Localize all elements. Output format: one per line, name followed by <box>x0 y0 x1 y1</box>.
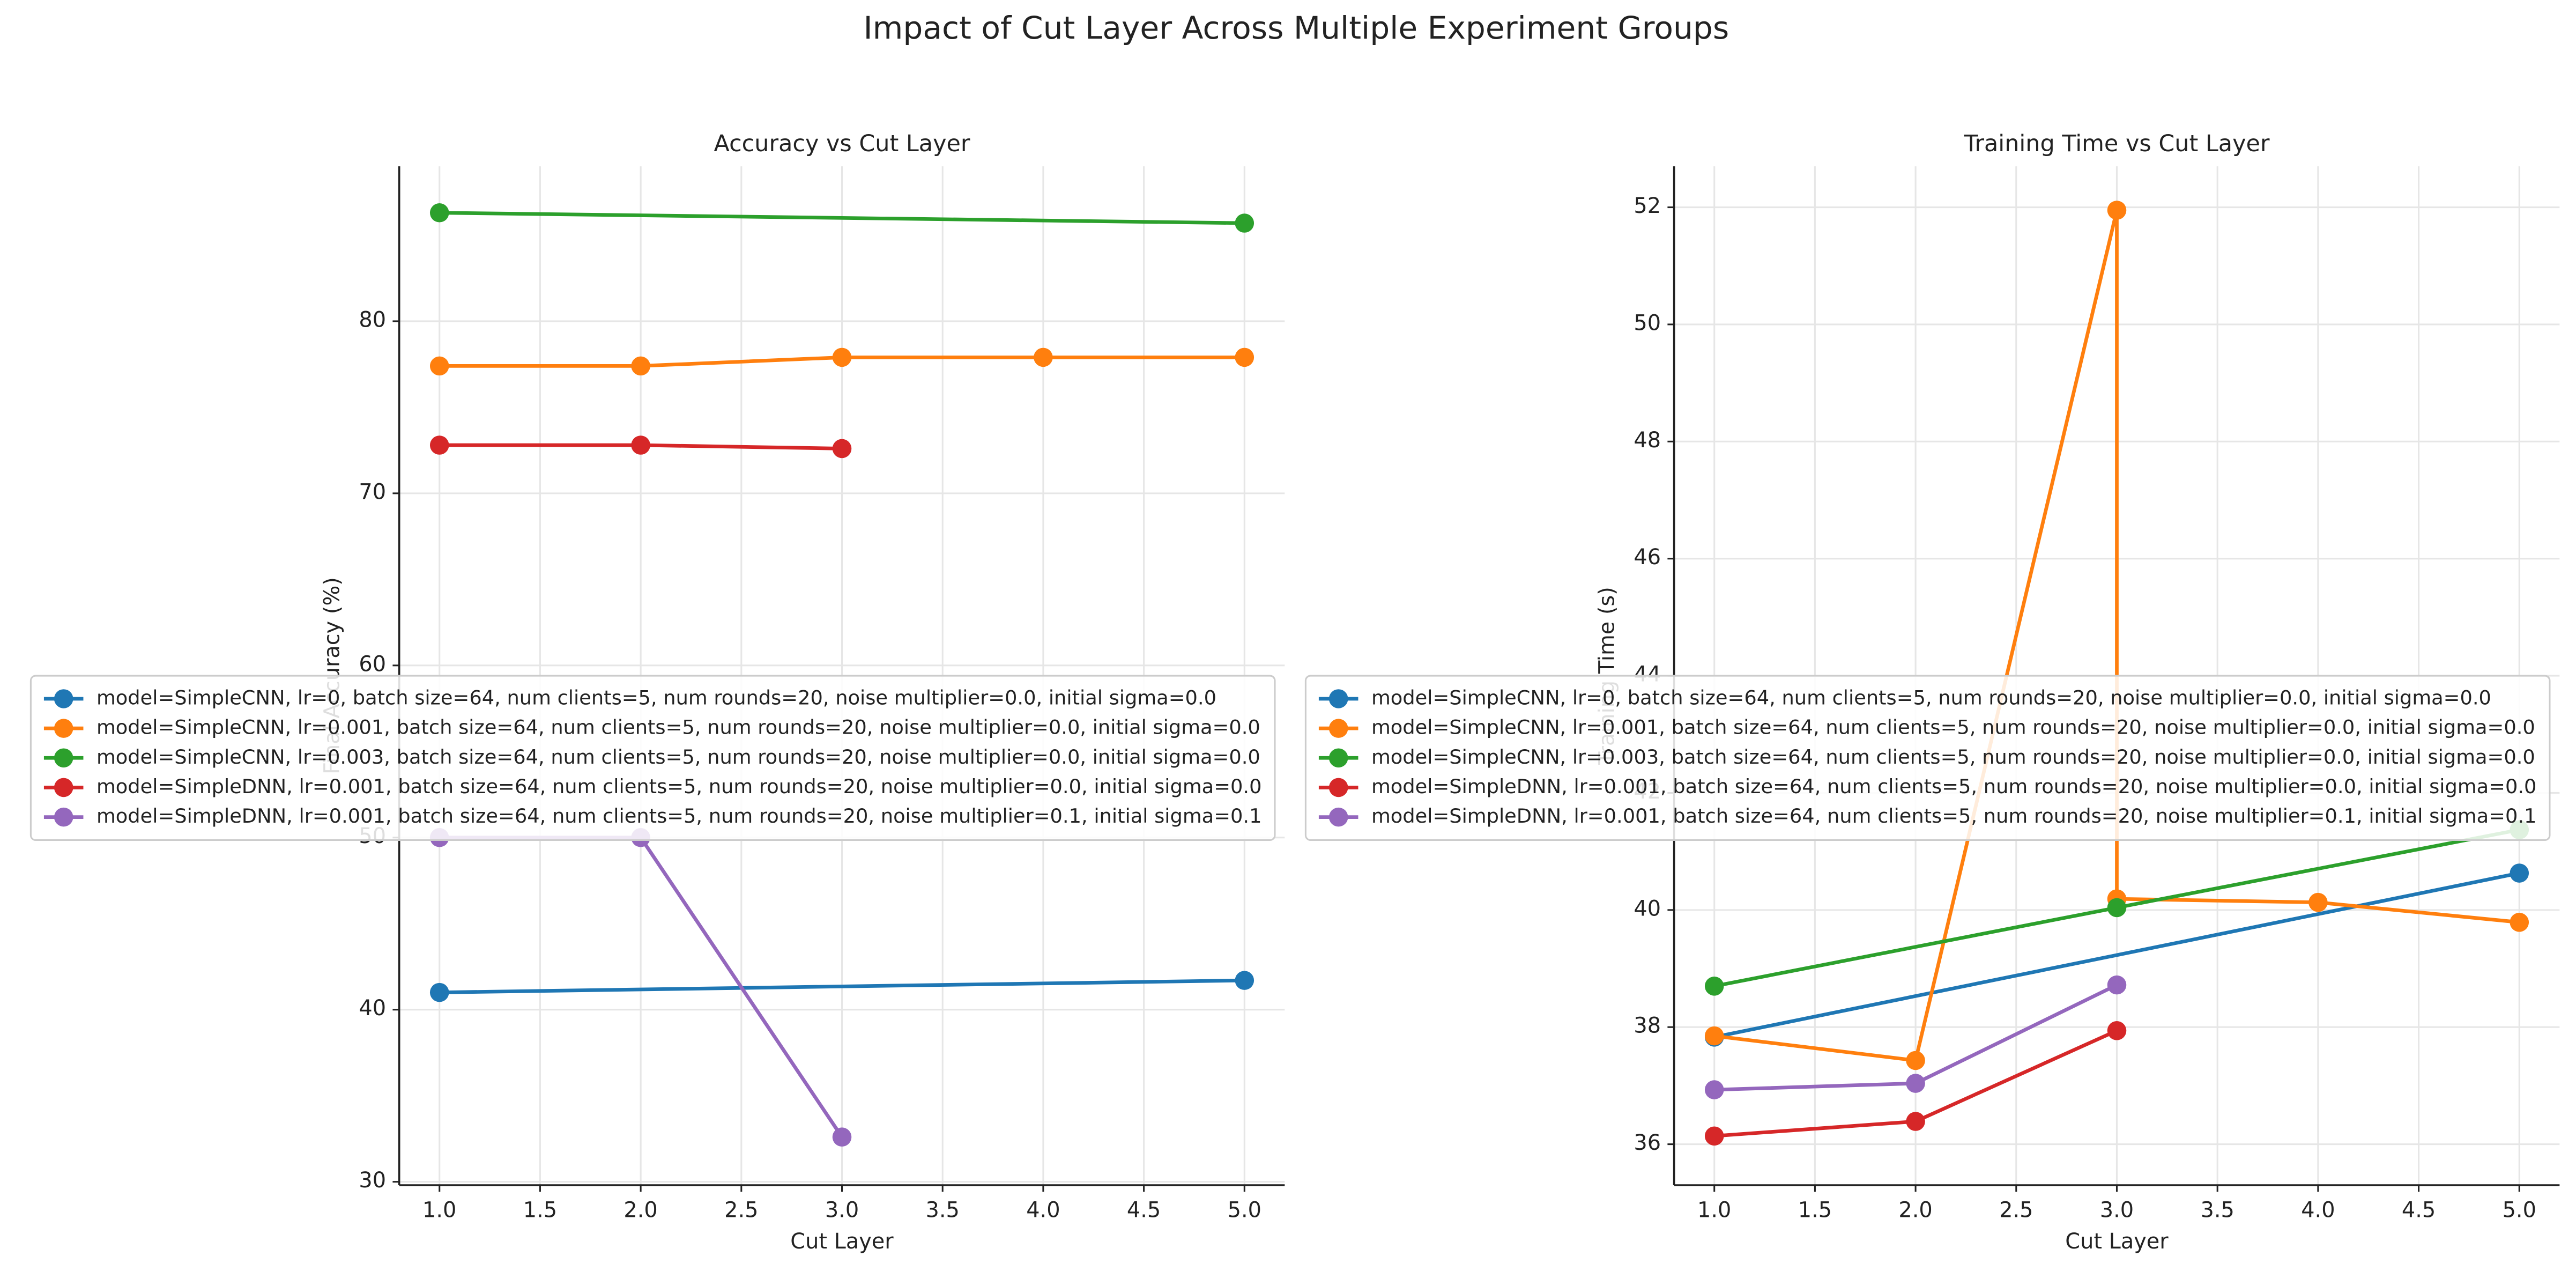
point <box>429 435 449 455</box>
point <box>1906 1051 1925 1070</box>
point <box>1906 1074 1925 1093</box>
x-tick-label: 3.5 <box>926 1198 960 1223</box>
y-tick-label: 60 <box>359 652 386 676</box>
point <box>2107 898 2127 918</box>
legend-label: model=SimpleCNN, lr=0, batch size=64, nu… <box>96 686 1216 709</box>
x-tick-label: 4.0 <box>2301 1198 2335 1223</box>
legend-marker <box>1328 778 1348 797</box>
point <box>2510 863 2529 883</box>
point <box>631 356 650 376</box>
y-tick-label: 46 <box>1634 545 1661 570</box>
point <box>1235 348 1254 367</box>
point <box>1235 971 1254 990</box>
x-tick-label: 1.5 <box>1798 1198 1832 1223</box>
point <box>1704 977 1724 996</box>
point <box>1704 1026 1724 1046</box>
x-axis-label: Cut Layer <box>2065 1229 2169 1254</box>
x-tick-label: 3.5 <box>2201 1198 2234 1223</box>
legend-marker <box>1328 689 1348 708</box>
figure-title: Impact of Cut Layer Across Multiple Expe… <box>863 10 1729 46</box>
y-tick-label: 38 <box>1634 1014 1661 1038</box>
point <box>2308 892 2328 912</box>
point <box>1704 1080 1724 1099</box>
y-tick-label: 36 <box>1634 1130 1661 1155</box>
x-tick-label: 4.0 <box>1026 1198 1060 1223</box>
y-tick-label: 50 <box>1634 311 1661 335</box>
point <box>2107 975 2127 995</box>
x-tick-label: 2.5 <box>724 1198 758 1223</box>
point <box>429 982 449 1002</box>
subplot-title: Training Time vs Cut Layer <box>1963 130 2269 157</box>
x-tick-label: 3.0 <box>2100 1198 2134 1223</box>
legend-marker <box>1328 719 1348 738</box>
x-tick-label: 2.0 <box>1898 1198 1932 1223</box>
point <box>1906 1112 1925 1131</box>
legend-label: model=SimpleCNN, lr=0.001, batch size=64… <box>1371 716 2535 739</box>
legend-marker <box>54 778 73 797</box>
point <box>429 203 449 223</box>
point <box>832 1127 852 1147</box>
legend-marker <box>54 719 73 738</box>
y-tick-label: 52 <box>1634 194 1661 218</box>
x-tick-label: 2.5 <box>1999 1198 2033 1223</box>
legend-label: model=SimpleDNN, lr=0.001, batch size=64… <box>96 804 1261 827</box>
point <box>2107 201 2127 220</box>
x-tick-label: 1.5 <box>523 1198 557 1223</box>
subplot-title: Accuracy vs Cut Layer <box>714 130 970 157</box>
legend-label: model=SimpleDNN, lr=0.001, batch size=64… <box>1371 804 2536 827</box>
y-tick-label: 40 <box>1634 896 1661 921</box>
x-tick-label: 5.0 <box>1228 1198 1261 1223</box>
legend-box <box>29 675 1276 841</box>
point <box>631 435 650 455</box>
legend-marker <box>54 689 73 708</box>
x-tick-label: 5.0 <box>2503 1198 2536 1223</box>
point <box>429 356 449 376</box>
series-line <box>1714 210 2520 1063</box>
y-tick-label: 30 <box>359 1168 386 1193</box>
point <box>2107 1021 2127 1040</box>
y-tick-label: 80 <box>359 307 386 332</box>
legend-label: model=SimpleDNN, lr=0.001, batch size=64… <box>1371 775 2536 798</box>
x-tick-label: 4.5 <box>2402 1198 2436 1223</box>
legend-label: model=SimpleDNN, lr=0.001, batch size=64… <box>96 775 1261 798</box>
legend-marker <box>1328 748 1348 768</box>
legend-marker <box>54 748 73 768</box>
legend-label: model=SimpleCNN, lr=0.001, batch size=64… <box>96 716 1260 739</box>
y-tick-label: 48 <box>1634 428 1661 453</box>
x-tick-label: 1.0 <box>1697 1198 1731 1223</box>
series-line <box>439 211 1245 225</box>
legend-box <box>1304 675 2551 841</box>
legend: model=SimpleCNN, lr=0, batch size=64, nu… <box>1304 675 2551 841</box>
x-tick-label: 4.5 <box>1127 1198 1161 1223</box>
legend-marker <box>54 807 73 827</box>
series-line <box>1714 871 2520 1039</box>
legend-label: model=SimpleCNN, lr=0.003, batch size=64… <box>96 745 1260 768</box>
x-tick-label: 2.0 <box>623 1198 657 1223</box>
point <box>2510 913 2529 932</box>
x-tick-label: 3.0 <box>825 1198 859 1223</box>
point <box>832 439 852 459</box>
legend-marker <box>1328 807 1348 827</box>
y-tick-label: 70 <box>359 479 386 504</box>
x-axis-label: Cut Layer <box>790 1229 894 1254</box>
point <box>1034 348 1053 367</box>
point <box>1704 1126 1724 1146</box>
x-tick-label: 1.0 <box>422 1198 456 1223</box>
point <box>832 348 852 367</box>
legend: model=SimpleCNN, lr=0, batch size=64, nu… <box>29 675 1276 841</box>
legend-label: model=SimpleCNN, lr=0.003, batch size=64… <box>1371 745 2535 768</box>
legend-label: model=SimpleCNN, lr=0, batch size=64, nu… <box>1371 686 2491 709</box>
series-line <box>439 978 1245 994</box>
y-tick-label: 40 <box>359 996 386 1021</box>
point <box>1235 213 1254 233</box>
